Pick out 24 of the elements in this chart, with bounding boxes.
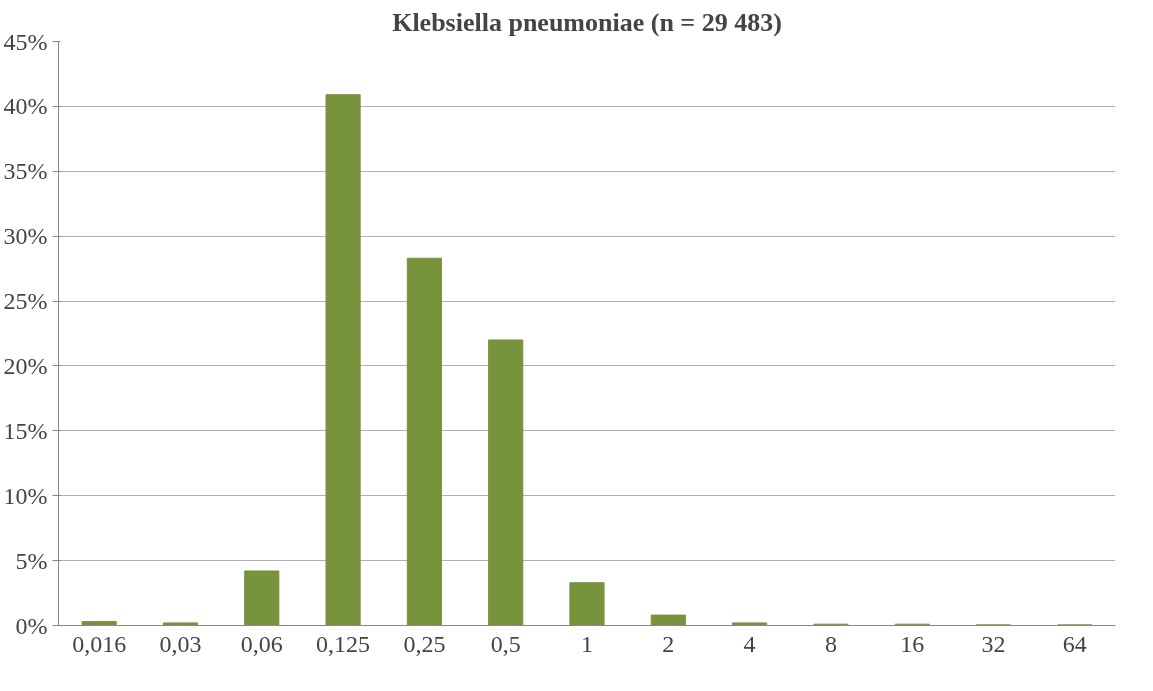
y-tick-label: 0% [15,612,48,639]
y-tick-label: 40% [3,93,48,120]
y-tick-label: 35% [3,158,48,185]
x-tick-label: 0,016 [72,630,127,657]
x-tick-label: 0,125 [316,630,371,657]
x-tick-label: 0,5 [490,630,521,657]
y-tick-label: 20% [3,352,48,379]
x-tick-label: 16 [900,630,925,657]
x-tick-label: 64 [1062,630,1087,657]
x-tick-label: 8 [824,630,837,657]
y-tick-label: 45% [3,28,48,55]
x-tick-label: 1 [581,630,593,657]
chart-title: Klebsiella pneumoniae (n = 29 483) [392,7,782,37]
x-tick-label: 0,25 [403,630,446,657]
y-tick-label: 10% [3,482,48,509]
x-tick-label: 0,06 [240,630,283,657]
x-tick-label: 2 [662,630,675,657]
x-tick-label: 0,03 [159,630,202,657]
y-tick-label: 30% [3,223,48,250]
y-tick-label: 5% [15,547,48,574]
y-tick-label: 25% [3,288,48,315]
x-tick-label: 32 [981,630,1006,657]
x-tick-label: 4 [743,630,756,657]
y-tick-label: 15% [3,417,48,444]
